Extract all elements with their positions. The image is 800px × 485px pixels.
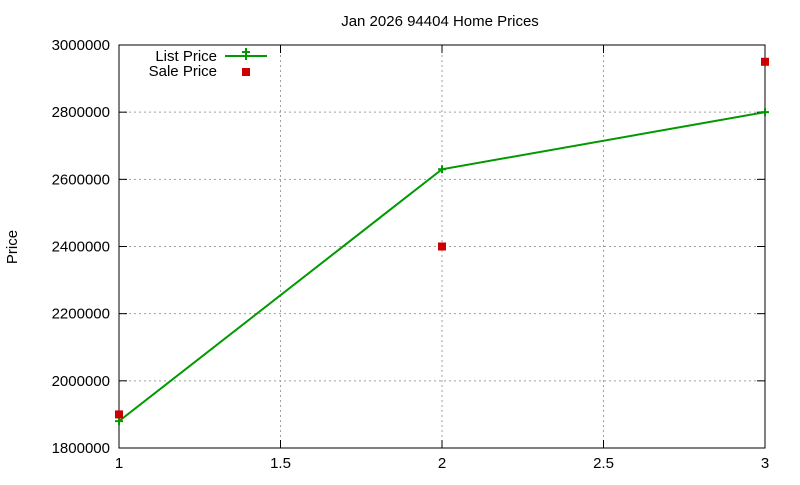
x-tick-label: 2 <box>438 455 446 472</box>
y-tick-label: 2800000 <box>52 104 110 121</box>
y-tick-label: 1800000 <box>52 440 110 457</box>
y-axis-label: Price <box>4 230 21 264</box>
x-tick-label: 1.5 <box>270 455 291 472</box>
chart-title: Jan 2026 94404 Home Prices <box>341 13 539 30</box>
axis-ticks: 1 1.5 2 2.5 3 1800000 2000000 2200000 2400000 260… <box>52 37 770 472</box>
x-tick-label: 3 <box>761 455 769 472</box>
data-point-list-price <box>115 417 123 426</box>
y-tick-label: 2600000 <box>52 171 110 188</box>
x-tick-label: 2.5 <box>593 455 614 472</box>
legend-marker-list-price <box>242 48 250 60</box>
legend-label-list-price: List Price <box>155 48 217 65</box>
legend: List Price Sale Price <box>149 48 267 80</box>
x-tick-label: 1 <box>115 455 123 472</box>
data-point-sale-price <box>115 410 123 419</box>
y-tick-label: 2400000 <box>52 239 110 256</box>
data-point-list-price <box>761 108 769 117</box>
data-point-sale-price <box>761 57 769 66</box>
y-tick-label: 2000000 <box>52 373 110 390</box>
legend-marker-sale-price <box>242 68 250 76</box>
series-layer <box>115 57 769 426</box>
y-tick-label: 3000000 <box>52 37 110 54</box>
legend-label-sale-price: Sale Price <box>149 63 217 80</box>
data-point-list-price <box>438 165 446 174</box>
data-point-sale-price <box>438 242 446 251</box>
y-tick-label: 2200000 <box>52 306 110 323</box>
